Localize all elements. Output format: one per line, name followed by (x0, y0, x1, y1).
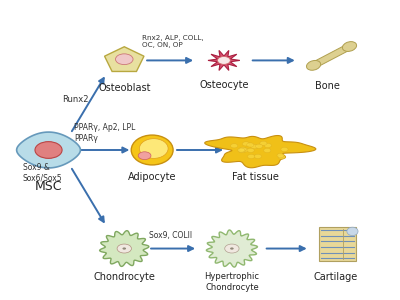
Ellipse shape (342, 42, 356, 51)
Ellipse shape (241, 148, 248, 152)
Polygon shape (206, 230, 258, 267)
PathPatch shape (17, 132, 80, 168)
Polygon shape (104, 47, 144, 71)
Ellipse shape (140, 139, 168, 158)
Polygon shape (100, 231, 149, 266)
Ellipse shape (264, 148, 271, 153)
Ellipse shape (347, 227, 358, 236)
Polygon shape (208, 50, 240, 70)
Ellipse shape (239, 147, 246, 152)
Ellipse shape (238, 148, 245, 152)
Ellipse shape (218, 56, 230, 64)
Ellipse shape (278, 155, 286, 159)
Text: Adipocyte: Adipocyte (128, 172, 176, 182)
Bar (318, 227, 356, 261)
Ellipse shape (225, 244, 239, 253)
Text: Sox9 &
Sox6/Sox5: Sox9 & Sox6/Sox5 (23, 164, 62, 183)
Polygon shape (205, 136, 316, 168)
Ellipse shape (264, 143, 271, 148)
Ellipse shape (138, 152, 151, 160)
Ellipse shape (247, 143, 254, 147)
Text: PPARγ, Ap2, LPL
PPARγ: PPARγ, Ap2, LPL PPARγ (74, 123, 136, 142)
Text: Cartilage: Cartilage (314, 272, 358, 282)
Ellipse shape (122, 248, 126, 250)
Ellipse shape (116, 54, 133, 64)
Ellipse shape (117, 244, 132, 253)
Text: MSC: MSC (35, 180, 62, 193)
Ellipse shape (230, 144, 238, 148)
Ellipse shape (260, 141, 267, 146)
Text: Osteocyte: Osteocyte (199, 80, 249, 90)
Ellipse shape (306, 61, 321, 70)
Text: Chondrocyte: Chondrocyte (93, 272, 155, 282)
Ellipse shape (254, 154, 262, 158)
Ellipse shape (131, 135, 173, 165)
Text: Rnx2, ALP, COLL,
OC, ON, OP: Rnx2, ALP, COLL, OC, ON, OP (142, 35, 204, 49)
Text: Bone: Bone (315, 81, 340, 91)
Text: Osteoblast: Osteoblast (98, 83, 150, 93)
Text: Sox9, COLII: Sox9, COLII (149, 231, 192, 240)
Ellipse shape (230, 248, 234, 250)
Polygon shape (311, 44, 352, 68)
Ellipse shape (256, 144, 263, 148)
Ellipse shape (281, 147, 288, 152)
Text: Fat tissue: Fat tissue (232, 172, 279, 182)
Ellipse shape (35, 142, 62, 158)
Ellipse shape (242, 142, 250, 146)
Text: Hypertrophic
Chondrocyte: Hypertrophic Chondrocyte (204, 272, 259, 292)
Ellipse shape (248, 154, 255, 159)
Ellipse shape (247, 148, 254, 152)
Text: Runx2: Runx2 (62, 95, 89, 104)
Ellipse shape (251, 145, 258, 149)
Ellipse shape (277, 153, 284, 158)
Ellipse shape (238, 148, 245, 153)
